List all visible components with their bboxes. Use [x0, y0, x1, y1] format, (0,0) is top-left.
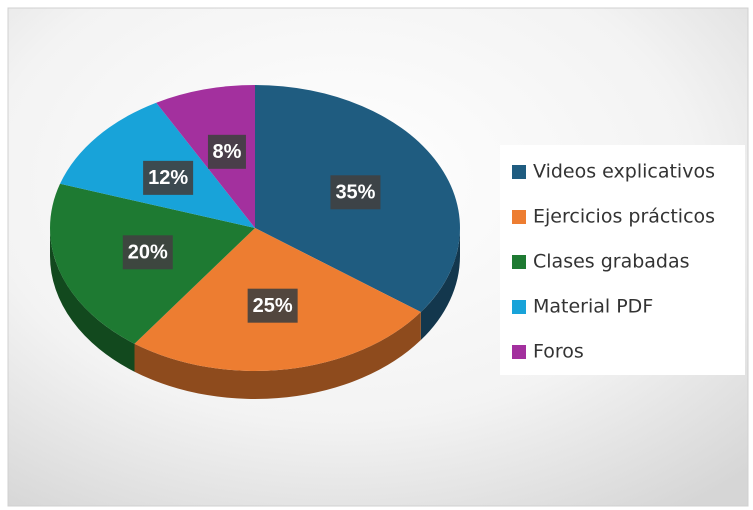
legend-box: [500, 145, 745, 375]
pie: 35% 25% 20% 12% 8%: [50, 85, 460, 399]
legend-label: Clases grabadas: [533, 251, 690, 273]
slice: [156, 85, 255, 228]
data-label-box: [247, 288, 298, 323]
data-label: 8%: [213, 141, 242, 163]
legend-label: Material PDF: [533, 296, 653, 318]
data-label-box: [143, 160, 194, 195]
data-label-box: [207, 134, 246, 169]
slice-side: [420, 228, 460, 341]
legend-swatch: [512, 210, 526, 224]
legend-swatch: [512, 165, 526, 179]
legend-swatch: [512, 300, 526, 314]
legend-swatch: [512, 345, 526, 359]
data-label-box: [122, 235, 173, 270]
legend-label: Ejercicios prácticos: [533, 206, 715, 228]
legend-label: Videos explicativos: [533, 161, 715, 183]
data-label: 12%: [148, 167, 188, 189]
data-label: 35%: [335, 182, 375, 204]
data-label: 20%: [128, 242, 168, 264]
data-label: 25%: [253, 295, 293, 317]
slice-side: [134, 312, 421, 399]
data-label-box: [330, 175, 381, 210]
legend-label: Foros: [533, 341, 584, 363]
slice-side: [50, 228, 135, 372]
legend-swatch: [512, 255, 526, 269]
